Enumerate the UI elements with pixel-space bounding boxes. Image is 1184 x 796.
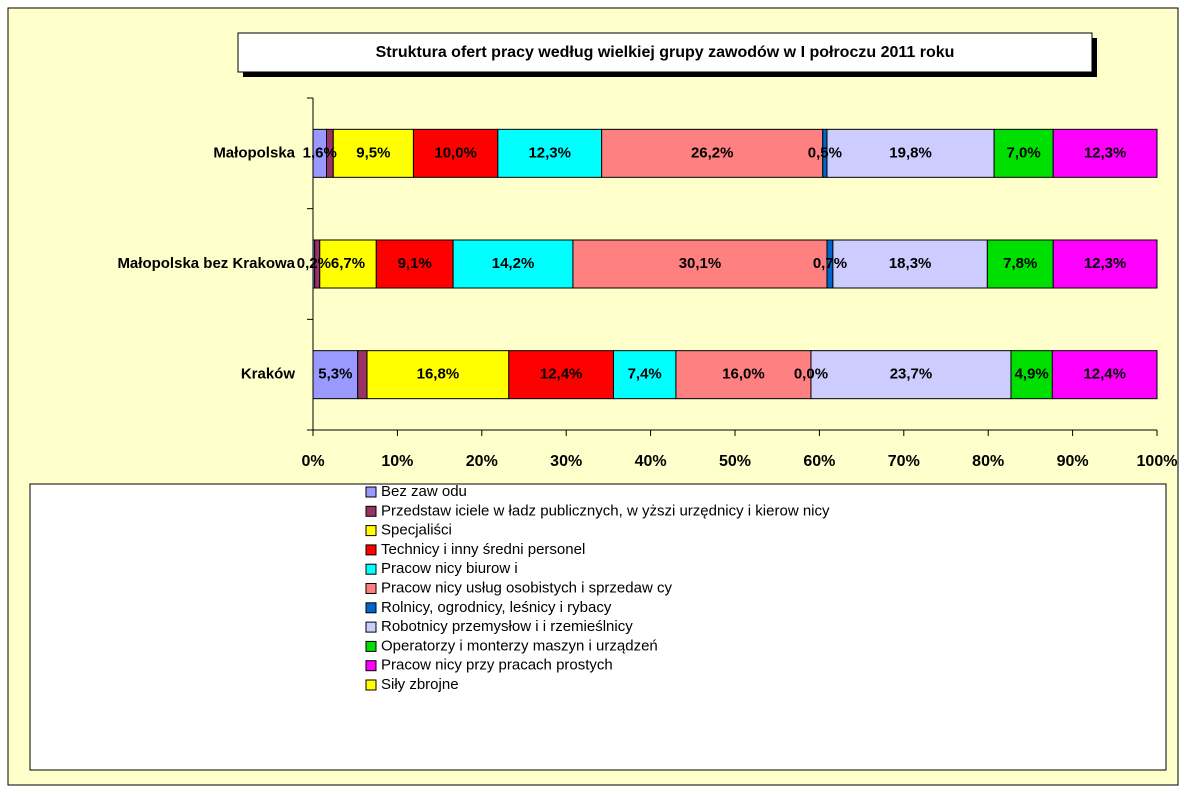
bar-segment xyxy=(312,350,359,400)
bar-segment xyxy=(319,239,377,289)
data-label: 7,0% xyxy=(1007,144,1041,161)
bar-segment xyxy=(832,239,988,289)
x-tick-label: 0% xyxy=(301,453,324,470)
data-label: 0,0% xyxy=(794,366,828,383)
legend-label: Bez zaw odu xyxy=(381,483,467,500)
x-tick-label: 100% xyxy=(1137,453,1178,470)
legend-swatch xyxy=(365,660,377,672)
x-tick-label: 40% xyxy=(635,453,667,470)
bar-segment xyxy=(1051,350,1158,400)
bar-segment xyxy=(572,239,828,289)
legend-swatch xyxy=(365,544,377,556)
legend-swatch xyxy=(365,602,377,614)
legend-swatch xyxy=(365,679,377,691)
legend-swatch xyxy=(365,525,377,537)
x-tick-label: 10% xyxy=(381,453,413,470)
data-label: 9,5% xyxy=(356,144,390,161)
data-label: 5,3% xyxy=(318,366,352,383)
data-label: 6,7% xyxy=(331,255,365,272)
data-label: 30,1% xyxy=(679,255,722,272)
legend-label: Przedstaw iciele w ładz publicznych, w y… xyxy=(381,502,830,519)
bar-segment xyxy=(810,350,1012,400)
x-tick-label: 50% xyxy=(719,453,751,470)
bar-segment xyxy=(412,128,499,178)
legend-swatch xyxy=(365,505,377,517)
data-label: 16,8% xyxy=(417,366,460,383)
legend-label: Rolnicy, ogrodnicy, leśnicy i rybacy xyxy=(381,599,612,616)
data-label: 23,7% xyxy=(890,366,933,383)
data-label: 4,9% xyxy=(1015,366,1049,383)
x-tick-label: 90% xyxy=(1057,453,1089,470)
x-tick-label: 80% xyxy=(972,453,1004,470)
legend-label: Siły zbrojne xyxy=(381,676,459,693)
x-tick-label: 20% xyxy=(466,453,498,470)
data-label: 9,1% xyxy=(398,255,432,272)
data-label: 0,7% xyxy=(813,255,847,272)
legend-swatch xyxy=(365,563,377,575)
legend-label: Pracow nicy biurow i xyxy=(381,560,518,577)
legend-swatch xyxy=(365,640,377,652)
bar-segment xyxy=(1052,239,1158,289)
x-tick-label: 30% xyxy=(550,453,582,470)
bar-segment xyxy=(1010,350,1053,400)
bar-segment xyxy=(452,239,574,289)
legend-label: Pracow nicy przy pracach prostych xyxy=(381,657,613,674)
bar-segment xyxy=(357,350,368,400)
data-label: 12,3% xyxy=(528,144,571,161)
data-label: 12,4% xyxy=(1083,366,1126,383)
bar-segment xyxy=(366,350,510,400)
data-label: 16,0% xyxy=(722,366,765,383)
data-label: 0,5% xyxy=(808,144,842,161)
bar-segment xyxy=(675,350,812,400)
x-tick-label: 60% xyxy=(803,453,835,470)
data-label: 12,3% xyxy=(1084,255,1127,272)
bar-segment xyxy=(508,350,614,400)
data-label: 14,2% xyxy=(492,255,535,272)
title-box xyxy=(237,32,1093,73)
legend-label: Specjaliści xyxy=(381,522,452,539)
bar-segment xyxy=(375,239,454,289)
legend-label: Operatorzy i monterzy maszyn i urządzeń xyxy=(381,637,658,654)
data-label: 19,8% xyxy=(889,144,932,161)
bar-segment xyxy=(497,128,603,178)
data-label: 18,3% xyxy=(889,255,932,272)
chart-title: Struktura ofert pracy według wielkiej gr… xyxy=(376,44,955,61)
data-label: 7,4% xyxy=(628,366,662,383)
y-tick-label: Małopolska xyxy=(213,144,295,161)
legend-swatch xyxy=(365,486,377,498)
data-label: 12,4% xyxy=(540,366,583,383)
x-tick-label: 70% xyxy=(888,453,920,470)
legend-label: Pracow nicy usług osobistych i sprzedaw … xyxy=(381,579,672,596)
data-label: 0,2% xyxy=(297,255,331,272)
y-tick-label: Kraków xyxy=(241,366,296,383)
bar-segment xyxy=(612,350,677,400)
legend-swatch xyxy=(365,583,377,594)
legend-label: Robotnicy przemysłow i i rzemieślnicy xyxy=(381,618,633,635)
data-label: 1,6% xyxy=(303,144,337,161)
bar-segment xyxy=(332,128,414,178)
bar-segment xyxy=(993,128,1054,178)
data-label: 10,0% xyxy=(434,144,477,161)
data-label: 12,3% xyxy=(1084,144,1127,161)
bar-segment xyxy=(1052,128,1158,178)
y-tick-label: Małopolska bez Krakowa xyxy=(117,255,295,272)
bar-segment xyxy=(826,128,995,178)
legend-swatch xyxy=(365,621,377,633)
data-label: 7,8% xyxy=(1003,255,1037,272)
data-label: 26,2% xyxy=(691,144,734,161)
legend-box xyxy=(29,483,1167,771)
bar-segment xyxy=(601,128,824,178)
legend-label: Technicy i inny średni personel xyxy=(381,541,585,558)
